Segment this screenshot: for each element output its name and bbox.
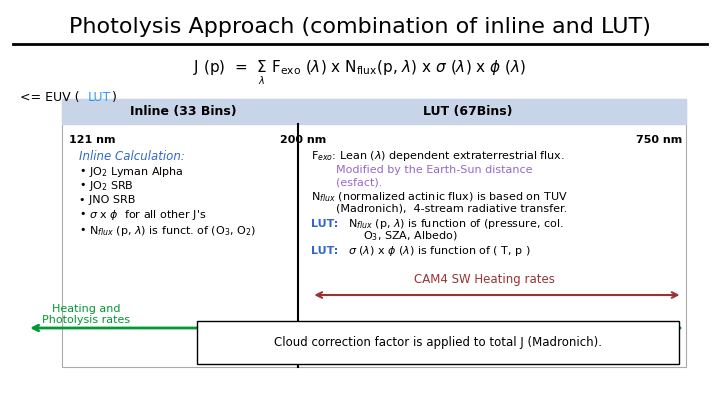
Text: N$_{flux}$ (normalized actinic flux) is based on TUV: N$_{flux}$ (normalized actinic flux) is … [312,190,568,204]
Text: (esfact).: (esfact). [336,177,382,188]
Text: Inline (33 Bins): Inline (33 Bins) [130,105,236,118]
Text: Modified by the Earth-Sun distance: Modified by the Earth-Sun distance [336,165,532,175]
Bar [62,99,686,367]
Text: $\lambda$: $\lambda$ [258,74,265,86]
Text: Inline Calculation:: Inline Calculation: [79,150,185,163]
Bar [197,321,679,364]
Text: LUT:: LUT: [312,246,338,256]
Text: LUT: LUT [89,91,112,104]
Text: <= EUV (: <= EUV ( [20,91,80,104]
Text: $\sigma$ ($\lambda$) x $\phi$ ($\lambda$) is function of ( T, p ): $\sigma$ ($\lambda$) x $\phi$ ($\lambda$… [348,244,530,258]
Text: CAM4 SW Heating rates: CAM4 SW Heating rates [415,273,555,286]
Text: ): ) [112,91,117,104]
Text: O$_3$, SZA, Albedo): O$_3$, SZA, Albedo) [364,229,458,243]
Text: (Madronich),  4-stream radiative transfer.: (Madronich), 4-stream radiative transfer… [336,204,567,214]
Text: 121 nm: 121 nm [69,135,115,145]
Text: • N$_{flux}$ (p, $\lambda$) is funct. of (O$_3$, O$_2$): • N$_{flux}$ (p, $\lambda$) is funct. of… [79,224,256,238]
Text: Photolysis Approach (combination of inline and LUT): Photolysis Approach (combination of inli… [69,17,651,38]
Text: J (p)  =  $\Sigma$ F$_{\mathsf{exo}}$ ($\lambda$) x N$_{\mathsf{flux}}$(p, $\lam: J (p) = $\Sigma$ F$_{\mathsf{exo}}$ ($\l… [194,58,526,77]
Text: • JO$_2$ SRB: • JO$_2$ SRB [79,179,134,193]
Text: 750 nm: 750 nm [636,135,683,145]
Text: • JNO SRB: • JNO SRB [79,195,135,205]
Text: LUT:: LUT: [312,219,338,229]
Text: • $\sigma$ x $\phi$  for all other J's: • $\sigma$ x $\phi$ for all other J's [79,208,207,222]
Text: • JO$_2$ Lyman Alpha: • JO$_2$ Lyman Alpha [79,164,184,179]
Text: N$_{flux}$ (p, $\lambda$) is function of (pressure, col.: N$_{flux}$ (p, $\lambda$) is function of… [348,217,563,231]
Text: Cloud correction factor is applied to total J (Madronich).: Cloud correction factor is applied to to… [274,336,603,349]
Bar [62,99,686,124]
Text: 200 nm: 200 nm [280,135,326,145]
Text: Heating and
Photolysis rates: Heating and Photolysis rates [42,303,130,325]
Text: F$_{exo}$: Lean ($\lambda$) dependent extraterrestrial flux.: F$_{exo}$: Lean ($\lambda$) dependent ex… [312,149,565,163]
Text: LUT (67Bins): LUT (67Bins) [423,105,512,118]
